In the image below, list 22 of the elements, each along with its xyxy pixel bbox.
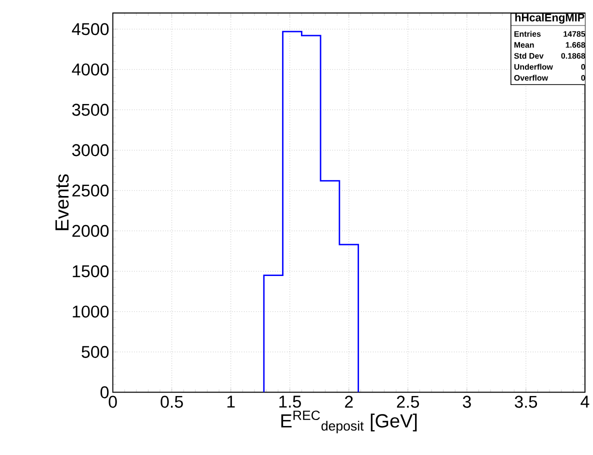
y-tick-label: 2500 — [72, 184, 109, 196]
y-tick-label: 4000 — [72, 63, 109, 76]
y-tick-label: 500 — [82, 346, 109, 358]
y-tick-label: 1000 — [72, 305, 109, 318]
x-tick-label: 1 — [227, 396, 235, 408]
x-tick-label: 3 — [462, 396, 471, 408]
y-tick-label: 2000 — [72, 224, 109, 237]
y-tick-label: 3000 — [72, 144, 109, 156]
x-tick-label: 1.5 — [279, 396, 301, 408]
x-tick-label: 3.5 — [514, 396, 538, 408]
y-tick-label: 3500 — [72, 104, 109, 116]
y-tick-label: 1500 — [72, 265, 109, 278]
y-tick-label: 4500 — [72, 23, 109, 36]
annotation: hHcalEngMIP — [515, 13, 584, 24]
x-tick-label: 2 — [345, 396, 353, 408]
x-axis-title: E$^{REC}$$_{deposit}$ [GeV] — [281, 410, 417, 434]
y-tick-label: 0 — [100, 386, 109, 398]
x-tick-label: 2.5 — [396, 396, 419, 408]
x-tick-label: 0.5 — [160, 396, 183, 408]
x-tick-label: 4 — [580, 396, 590, 408]
x-tick-label: 0 — [108, 396, 117, 408]
y-axis-title: Events — [55, 174, 69, 230]
